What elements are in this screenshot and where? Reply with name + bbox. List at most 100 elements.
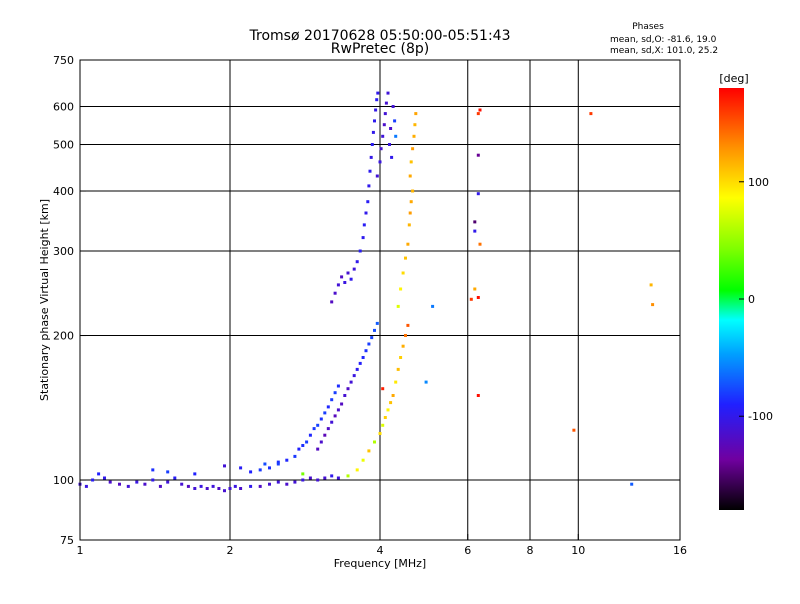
data-point [382,123,386,127]
data-point [84,484,88,488]
data-point [476,394,480,397]
data-point [308,433,312,437]
x-tick-label: 2 [227,544,234,557]
data-point [413,123,417,127]
data-point [108,480,112,484]
data-point [394,380,398,384]
data-point [305,440,309,444]
y-tick-label: 400 [53,185,74,198]
data-point [407,223,411,227]
data-point [390,155,394,159]
data-point [97,472,101,476]
data-point [361,458,365,462]
data-point [326,427,330,431]
data-point [143,482,147,486]
data-point [469,297,473,301]
data-point [374,108,378,112]
data-point [375,174,379,178]
data-point [396,367,400,371]
data-point [406,323,410,327]
data-point [478,108,482,112]
data-point [249,470,253,474]
data-point [166,470,170,474]
data-point [193,487,197,490]
data-point [381,387,385,391]
data-point [330,398,334,402]
data-point [649,283,653,287]
data-point [91,478,95,482]
data-point [473,287,477,291]
x-axis-label: Frequency [MHz] [334,557,426,570]
data-point [379,147,383,151]
data-point [473,220,477,224]
data-point [368,169,372,173]
data-point [386,91,390,95]
y-tick-label: 100 [53,474,74,487]
data-points [78,91,655,493]
y-tick-label: 750 [53,54,74,67]
data-point [118,482,121,486]
data-point [166,480,170,484]
data-point [186,484,190,488]
data-point [126,484,130,488]
data-point [404,334,407,337]
data-point [323,433,327,437]
data-point [223,464,226,468]
data-point [263,462,267,466]
data-point [411,147,415,151]
data-point [391,394,395,397]
data-point [103,476,106,480]
data-point [367,184,371,188]
data-point [399,356,403,359]
data-point [285,482,289,486]
data-point [340,275,344,279]
data-point [373,119,376,123]
data-point [223,489,226,493]
data-point [199,484,203,488]
data-point [406,242,410,246]
x-tick-label: 16 [673,544,687,557]
x-tick-label: 4 [377,544,384,557]
data-point [371,130,375,134]
data-point [346,474,350,478]
data-point [276,480,280,484]
data-point [323,476,327,480]
data-point [431,304,435,308]
colorbar-ticks: 100 0 -100 [739,176,773,423]
data-point [411,189,415,193]
data-point [158,484,162,488]
data-point [381,134,385,138]
data-point [239,487,243,490]
data-point [391,105,395,108]
x-axis-ticks: 1 2 4 6 8 10 16 [77,534,687,557]
data-point [476,112,480,116]
data-point [349,277,353,281]
data-point [383,112,387,116]
data-point [366,200,370,204]
data-point [285,458,289,462]
data-point [228,487,232,490]
data-point [346,271,350,275]
data-point [424,380,428,384]
data-point [217,487,221,490]
data-point [336,283,340,287]
data-point [384,101,388,105]
data-point [268,466,271,470]
data-point [297,447,301,451]
data-point [308,476,312,480]
data-point [476,192,480,196]
data-point [319,417,323,421]
data-point [473,229,477,233]
data-point [316,478,320,482]
data-point [376,91,380,95]
data-point [414,112,418,116]
x-tick-label: 10 [571,544,585,557]
data-point [393,119,397,123]
data-point [276,462,280,466]
data-point [330,474,334,478]
stats-line-x: mean, sd,X: 101.0, 25.2 [610,46,718,56]
data-point [301,478,305,482]
data-point [399,287,403,291]
data-point [388,143,391,146]
